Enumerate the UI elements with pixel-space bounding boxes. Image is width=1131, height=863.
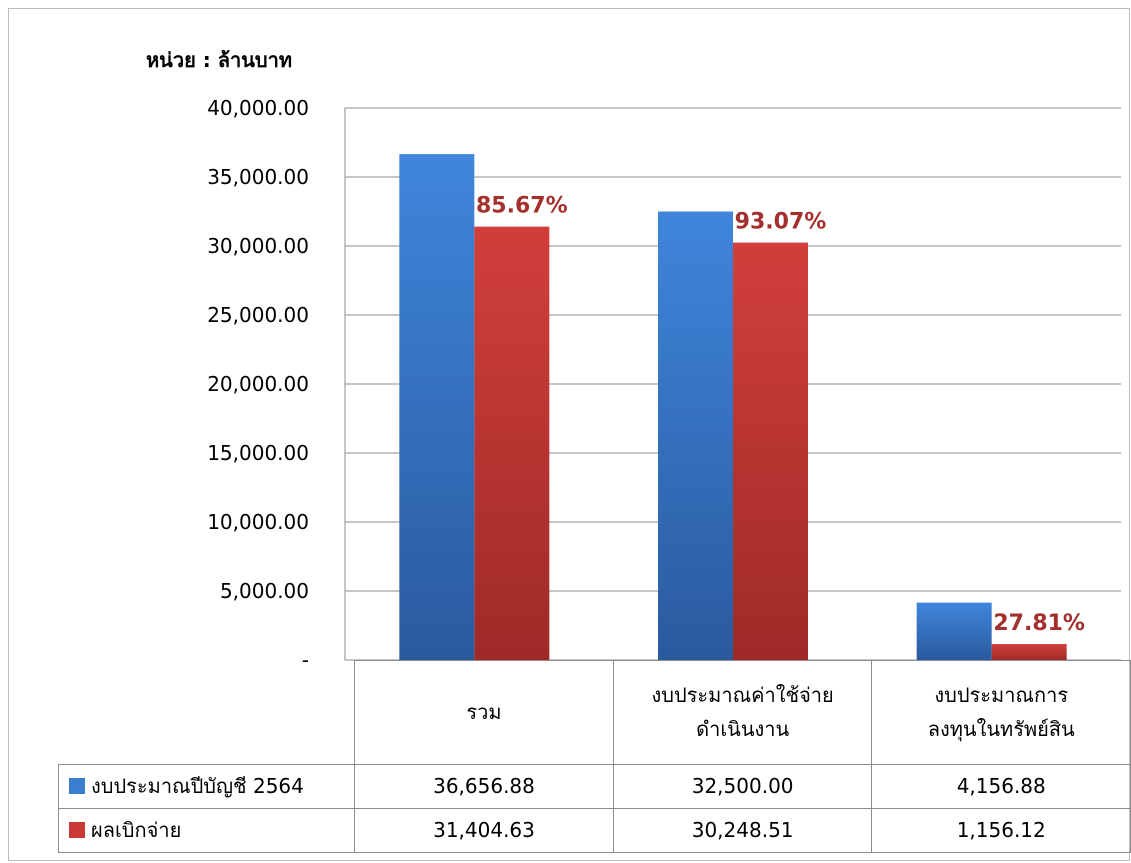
table-row: งบประมาณปีบัญชี 2564 36,656.88 32,500.00 4,… [57, 763, 1131, 809]
y-tick-label: 40,000.00 [207, 96, 309, 120]
legend-entry: งบประมาณปีบัญชี 2564 [57, 763, 356, 809]
percent-label: 93.07% [735, 210, 827, 235]
category-label-line: งบประมาณค่าใช้จ่าย [651, 683, 834, 708]
table-cell-value: 30,248.51 [612, 807, 873, 853]
table-row: ผลเบิกจ่าย 31,404.63 30,248.51 1,156.12 [57, 807, 1131, 853]
y-tick-label: 20,000.00 [207, 372, 309, 396]
table-header-row: รวม งบประมาณค่าใช้จ่าย ดำเนินงาน งบประมาณกา… [58, 660, 1131, 765]
y-tick-label: 10,000.00 [207, 510, 309, 534]
bar-disbursed [991, 644, 1067, 660]
bar-budget [916, 602, 992, 660]
data-table: รวม งบประมาณค่าใช้จ่าย ดำเนินงาน งบประมาณกา… [57, 660, 1131, 853]
category-label: งบประมาณค่าใช้จ่ายดำเนินงาน [612, 660, 873, 765]
bar-disbursed [733, 242, 808, 660]
percent-label: 85.67% [476, 194, 568, 219]
category-label: งบประมาณการลงทุนในทรัพย์สิน [871, 660, 1131, 765]
y-tick-label: 5,000.00 [220, 579, 309, 603]
legend-swatch [69, 822, 85, 838]
table-cell-value: 31,404.63 [354, 807, 614, 853]
table-cell-value: 36,656.88 [354, 763, 614, 809]
category-label-line: ลงทุนในทรัพย์สิน [927, 717, 1075, 742]
y-tick-label: 30,000.00 [207, 234, 309, 258]
y-tick-label: 35,000.00 [207, 165, 309, 189]
legend-label: ผลเบิกจ่าย [91, 818, 182, 842]
bar-disbursed [474, 226, 550, 661]
bar-budget [399, 154, 475, 660]
legend-swatch [69, 778, 85, 794]
y-tick-label: 15,000.00 [207, 441, 309, 465]
category-label: รวม [354, 660, 614, 765]
bar-budget [658, 211, 733, 660]
legend-entry: ผลเบิกจ่าย [57, 807, 356, 853]
legend-label: งบประมาณปีบัญชี 2564 [91, 774, 304, 798]
table-cell-value: 1,156.12 [871, 807, 1131, 853]
y-tick-label: 25,000.00 [207, 303, 309, 327]
chart-frame [8, 8, 1130, 861]
y-tick-label: - [302, 648, 309, 672]
category-label-line: งบประมาณการ [934, 683, 1069, 708]
table-cell-value: 32,500.00 [612, 763, 873, 809]
unit-label: หน่วย : ล้านบาท [146, 48, 292, 72]
category-label-line: รวม [466, 700, 502, 725]
category-label-line: ดำเนินงาน [696, 717, 790, 742]
table-corner-cell [58, 660, 356, 764]
percent-label: 27.81% [993, 611, 1085, 636]
table-cell-value: 4,156.88 [871, 763, 1131, 809]
